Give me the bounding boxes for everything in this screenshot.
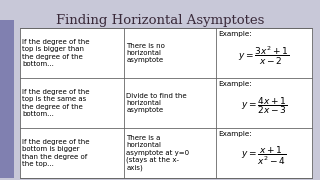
- Text: Example:: Example:: [218, 131, 252, 137]
- Text: Finding Horizontal Asymptotes: Finding Horizontal Asymptotes: [56, 14, 264, 27]
- Text: $y = \dfrac{4x+1}{2x-3}$: $y = \dfrac{4x+1}{2x-3}$: [241, 96, 287, 116]
- Text: Example:: Example:: [218, 31, 252, 37]
- Text: Divide to find the
horizontal
asymptote: Divide to find the horizontal asymptote: [126, 93, 187, 113]
- Text: $y = \dfrac{x+1}{x^2-4}$: $y = \dfrac{x+1}{x^2-4}$: [241, 145, 286, 167]
- Text: If the degree of the
top is bigger than
the degree of the
bottom...: If the degree of the top is bigger than …: [22, 39, 90, 67]
- Text: $y = \dfrac{3x^2+1}{x-2}$: $y = \dfrac{3x^2+1}{x-2}$: [238, 45, 289, 67]
- Text: There is a
horizontal
asymptote at y=0
(stays at the x-
axis): There is a horizontal asymptote at y=0 (…: [126, 135, 189, 171]
- Bar: [20, 28, 312, 178]
- Text: There is no
horizontal
asymptote: There is no horizontal asymptote: [126, 43, 165, 63]
- Text: If the degree of the
top is the same as
the degree of the
bottom...: If the degree of the top is the same as …: [22, 89, 90, 117]
- Bar: [0, 20, 14, 178]
- Text: Example:: Example:: [218, 81, 252, 87]
- Text: If the degree of the
bottom is bigger
than the degree of
the top...: If the degree of the bottom is bigger th…: [22, 139, 90, 167]
